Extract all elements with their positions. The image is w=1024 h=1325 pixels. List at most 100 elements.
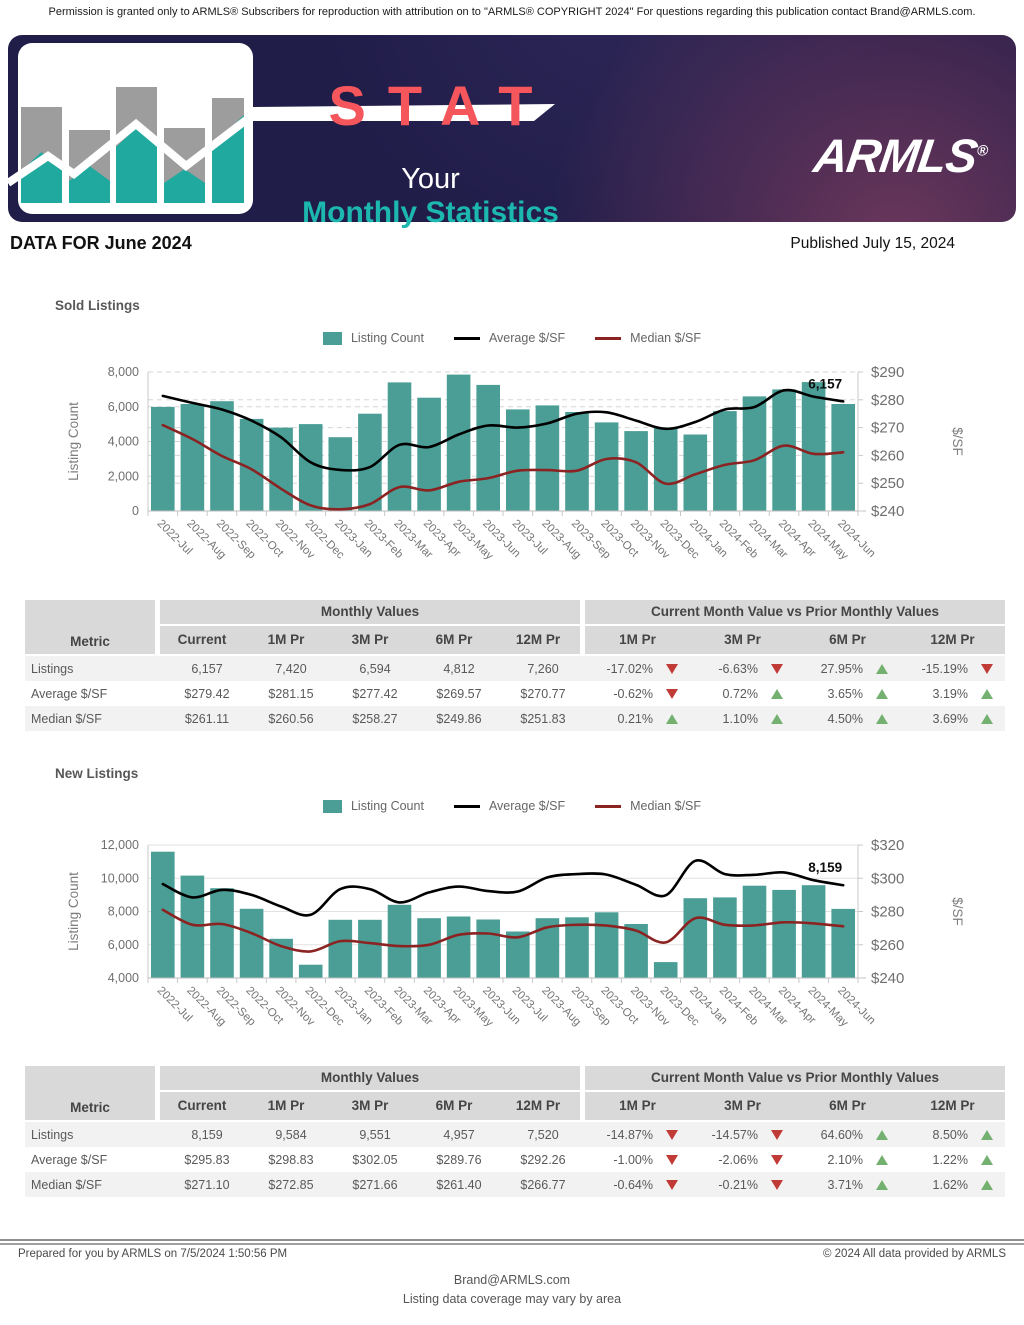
percent-cell: 1.22% <box>900 1153 1005 1167</box>
percent-cell: 64.60% <box>795 1128 900 1142</box>
last-value-label: 6,157 <box>808 376 842 391</box>
monthly-values-cells: 8,159 9,584 9,551 4,957 7,520 <box>160 1128 585 1142</box>
column-header: 6M Pr <box>435 631 473 647</box>
listing-count-bar <box>653 962 678 978</box>
listing-count-bar <box>476 384 500 511</box>
percent-cell: 8.50% <box>900 1128 1005 1142</box>
legend-item: Listing Count <box>322 799 424 813</box>
metric-column-header: Metric <box>25 600 155 654</box>
up-arrow-icon <box>876 1129 888 1140</box>
vs-prior-group-title: Current Month Value vs Prior Monthly Val… <box>585 600 1005 626</box>
left-tick-label: 4,000 <box>108 971 139 985</box>
monthly-values-group-title: Monthly Values <box>160 1066 580 1092</box>
listing-count-bar <box>328 437 353 511</box>
listing-count-bar <box>328 919 353 978</box>
left-axis-title: Listing Count <box>66 872 81 951</box>
listing-count-bar <box>180 875 205 978</box>
line-swatch-icon <box>453 804 480 808</box>
listing-count-bar <box>506 409 530 511</box>
column-header: 3M Pr <box>724 631 761 647</box>
value-cell: $272.85 <box>268 1177 314 1192</box>
listing-count-bar <box>742 396 767 511</box>
vs-values-cells: -17.02% -6.63% 27.95% -15.19% <box>585 662 1005 676</box>
listing-count-bar <box>358 919 382 978</box>
value-cell: 8,159 <box>191 1127 223 1142</box>
column-header: Current <box>177 1097 227 1113</box>
listing-count-bar <box>269 938 293 978</box>
value-cell: 6,157 <box>191 661 223 676</box>
column-header: 3M Pr <box>724 1097 761 1113</box>
legend-label: Average $/SF <box>488 799 566 813</box>
listing-count-bar <box>565 917 589 978</box>
median-line <box>161 908 845 953</box>
legend-label: Listing Count <box>350 331 424 345</box>
median-line <box>161 423 845 511</box>
vs-values-cells: -1.00% -2.06% 2.10% 1.22% <box>585 1153 1005 1167</box>
metric-cell: Average $/SF <box>31 1152 108 1167</box>
value-cell: 4,812 <box>443 661 475 676</box>
percent-cell: 0.21% <box>585 712 690 726</box>
value-cell: 7,520 <box>527 1127 559 1142</box>
vs-prior-group: Current Month Value vs Prior Monthly Val… <box>585 600 1005 654</box>
up-arrow-icon <box>876 1154 888 1165</box>
right-tick-label: $240 <box>871 503 904 520</box>
vs-values-cells: -14.87% -14.57% 64.60% 8.50% <box>585 1128 1005 1142</box>
column-header: 12M Pr <box>930 1097 975 1113</box>
listing-count-bar <box>713 411 737 511</box>
value-cell: $271.10 <box>184 1177 230 1192</box>
listing-count-bar <box>624 431 648 511</box>
column-header: 1M Pr <box>267 631 305 647</box>
value-cell: $249.86 <box>436 711 482 726</box>
right-tick-label: $260 <box>871 937 904 954</box>
down-arrow-icon <box>666 1154 678 1165</box>
percent-value: -14.87% <box>606 1127 653 1142</box>
right-tick-label: $240 <box>871 970 904 987</box>
line-swatch-icon <box>595 804 622 808</box>
right-tick-label: $320 <box>871 837 904 854</box>
down-arrow-icon <box>666 688 678 699</box>
new-metrics-table: Metric Monthly Values Current 1M Pr 3M Pr 6M … <box>25 1066 1005 1197</box>
listing-count-bar <box>772 389 796 511</box>
vs-values-cells: 0.21% 1.10% 4.50% 3.69% <box>585 712 1005 726</box>
vs-values-cells: -0.62% 0.72% 3.65% 3.19% <box>585 687 1005 701</box>
banner-swoosh <box>252 104 555 121</box>
value-cell: 7,260 <box>527 661 559 676</box>
vs-values-cells: -0.64% -0.21% 3.71% 1.62% <box>585 1178 1005 1192</box>
average-line <box>161 388 845 472</box>
right-axis-title: $/SF <box>950 427 965 456</box>
right-axis-title: $/SF <box>950 897 965 926</box>
percent-value: 2.10% <box>827 1152 863 1167</box>
up-arrow-icon <box>666 713 678 724</box>
monthly-values-cells: $279.42 $281.15 $277.42 $269.57 $270.77 <box>160 687 585 701</box>
column-header: 1M Pr <box>619 1097 656 1113</box>
percent-cell: 1.62% <box>900 1178 1005 1192</box>
up-arrow-icon <box>771 688 783 699</box>
up-arrow-icon <box>876 663 888 674</box>
column-header: 6M Pr <box>829 1097 866 1113</box>
up-arrow-icon <box>876 688 888 699</box>
metric-cell: Median $/SF <box>31 711 102 726</box>
left-tick-label: 6,000 <box>108 400 139 414</box>
percent-cell: -14.87% <box>585 1128 690 1142</box>
footer-copyright: © 2024 All data provided by ARMLS <box>822 1248 1006 1260</box>
left-tick-label: 2,000 <box>108 469 139 483</box>
monthly-values-cells: $271.10 $272.85 $271.66 $261.40 $266.77 <box>160 1178 585 1192</box>
percent-value: 0.72% <box>722 686 758 701</box>
listing-count-bar <box>239 418 264 511</box>
footer-coverage-note: Listing data coverage may vary by area <box>402 1292 622 1306</box>
listing-count-bar <box>535 405 560 511</box>
legend-item: Average $/SF <box>453 799 566 813</box>
listing-count-bar <box>683 898 708 978</box>
right-tick-label: $280 <box>871 904 904 921</box>
monthly-values-cells: $295.83 $298.83 $302.05 $289.76 $292.26 <box>160 1153 585 1167</box>
listing-count-bar <box>358 413 382 511</box>
percent-value: -17.02% <box>606 661 653 676</box>
table-header: Metric Monthly Values Current 1M Pr 3M Pr 6M … <box>25 1066 1005 1120</box>
value-cell: $289.76 <box>436 1152 482 1167</box>
percent-cell: 3.65% <box>795 687 900 701</box>
value-cell: $266.77 <box>520 1177 566 1192</box>
percent-cell: 3.69% <box>900 712 1005 726</box>
new-listings-chart: 8,159 4,000 6,000 8,000 10,000 12,000 $240 $260… <box>66 837 965 1029</box>
table-header: Metric Monthly Values Current 1M Pr 3M Pr 6M … <box>25 600 1005 654</box>
